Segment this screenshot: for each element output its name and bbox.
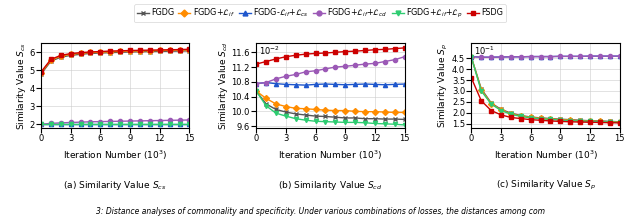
Text: 3: Distance analyses of commonality and specificity. Under various combinations : 3: Distance analyses of commonality and … bbox=[95, 207, 545, 216]
Text: $10^{-1}$: $10^{-1}$ bbox=[474, 45, 495, 57]
Y-axis label: Similarity Value $S_p$: Similarity Value $S_p$ bbox=[437, 43, 451, 128]
Text: (b) Similarity Value $S_{cd}$: (b) Similarity Value $S_{cd}$ bbox=[278, 179, 383, 192]
Text: $10^{-2}$: $10^{-2}$ bbox=[259, 45, 280, 57]
Y-axis label: Similarity Value $S_{cs}$: Similarity Value $S_{cs}$ bbox=[15, 41, 28, 130]
X-axis label: Iteration Number ($10^3$): Iteration Number ($10^3$) bbox=[63, 149, 167, 162]
Y-axis label: Similarity Value $S_{cd}$: Similarity Value $S_{cd}$ bbox=[217, 41, 230, 130]
X-axis label: Iteration Number ($10^3$): Iteration Number ($10^3$) bbox=[493, 149, 598, 162]
Legend: FGDG, FGDG+$\mathcal{L}_{if}$, FGDG-$\mathcal{L}_{if}$+$\mathcal{L}_{cs}$, FGDG+: FGDG, FGDG+$\mathcal{L}_{if}$, FGDG-$\ma… bbox=[134, 4, 506, 22]
Text: (a) Similarity Value $S_{cs}$: (a) Similarity Value $S_{cs}$ bbox=[63, 179, 167, 192]
X-axis label: Iteration Number ($10^3$): Iteration Number ($10^3$) bbox=[278, 149, 383, 162]
Text: (c) Similarity Value $S_p$: (c) Similarity Value $S_p$ bbox=[495, 179, 596, 192]
